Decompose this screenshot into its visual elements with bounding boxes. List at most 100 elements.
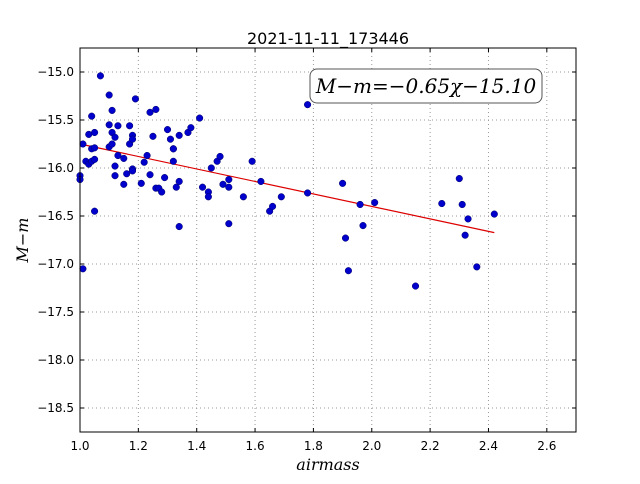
data-point [120,180,128,188]
data-point [149,132,157,140]
x-tick-label: 1.4 [187,439,206,453]
data-point [108,106,116,114]
data-point [137,179,145,187]
data-point [111,172,119,180]
data-point [359,222,367,230]
data-point [473,263,481,271]
data-point [225,175,233,184]
data-point [140,158,148,166]
data-point [172,183,180,191]
data-point [269,202,277,210]
data-point [128,135,137,143]
data-point [175,223,183,231]
data-point [341,234,350,242]
x-tick-label: 2.4 [479,439,498,453]
data-point [216,152,224,161]
data-point [143,151,151,160]
data-point [108,140,116,148]
data-point [114,122,122,130]
data-point [239,193,247,201]
data-point [461,231,469,239]
data-points [76,72,498,290]
data-point [79,265,87,273]
data-point [175,177,183,185]
data-point [123,170,131,178]
y-tick-label: −16.5 [37,209,74,223]
x-axis-ticks: 1.0 1.2 1.4 1.6 1.8 2.0 2.2 2.4 2.6 [70,48,556,453]
data-point [152,105,160,113]
fit-line [79,143,495,234]
data-point [114,151,122,160]
data-point [304,101,312,109]
y-tick-label: −17.5 [37,305,74,319]
data-point [175,131,183,139]
chart-title: 2021-11-11_173446 [247,29,409,49]
y-axis-ticks: −15.0 −15.5 −16.0 −16.5 −17.0 −17.5 −18.0 −18.5 [37,65,576,415]
grid-lines [79,48,576,432]
data-point [146,171,154,179]
data-point [79,140,87,148]
y-tick-label: −18.5 [37,401,74,415]
data-point [219,180,227,188]
data-point [161,174,169,182]
x-tick-label: 1.0 [70,439,89,453]
data-point [490,210,498,218]
data-point [464,215,472,223]
data-point [438,199,446,208]
data-point [88,112,96,120]
data-point [204,193,212,201]
data-point [225,183,233,191]
data-point [91,144,99,152]
fit-line-group [79,143,495,234]
data-point [91,207,99,215]
data-point [163,126,172,134]
y-tick-label: −17.0 [37,257,74,271]
y-tick-label: −15.0 [37,65,74,79]
data-point [105,91,113,99]
y-tick-label: −18.0 [37,353,74,367]
x-axis-label: airmass [296,455,359,474]
data-point [356,200,364,209]
data-point [166,135,174,143]
x-tick-label: 2.2 [421,439,440,453]
data-point [91,128,99,137]
data-point [91,155,99,163]
data-point [111,133,119,141]
data-point [225,220,233,228]
data-point [187,124,195,132]
x-tick-label: 1.6 [246,439,265,453]
data-point [304,189,312,197]
data-point [158,188,166,196]
fit-equation-box: M−m=−0.65χ−15.10 [309,68,543,104]
data-point [131,95,139,103]
data-point [339,179,347,187]
data-point [344,267,352,275]
data-point [128,167,137,175]
data-point [196,114,204,122]
data-point [126,122,134,130]
data-point [371,199,379,207]
data-point [146,108,154,116]
data-point [458,200,466,209]
data-point [111,162,119,170]
data-point [277,193,285,201]
data-point [198,183,207,191]
x-tick-label: 2.6 [537,439,556,453]
data-point [169,157,177,165]
x-tick-label: 1.2 [129,439,148,453]
y-tick-label: −15.5 [37,113,74,127]
data-point [411,282,420,290]
data-point [105,121,113,129]
data-point [455,175,463,183]
data-point [248,157,256,165]
x-tick-label: 2.0 [362,439,381,453]
data-point [207,164,215,172]
fit-equation: M−m=−0.65χ−15.10 [315,74,537,98]
plot-frame [79,47,577,433]
data-point [169,145,177,153]
data-point [120,154,128,162]
data-point [257,177,265,185]
y-tick-label: −16.0 [37,161,74,175]
